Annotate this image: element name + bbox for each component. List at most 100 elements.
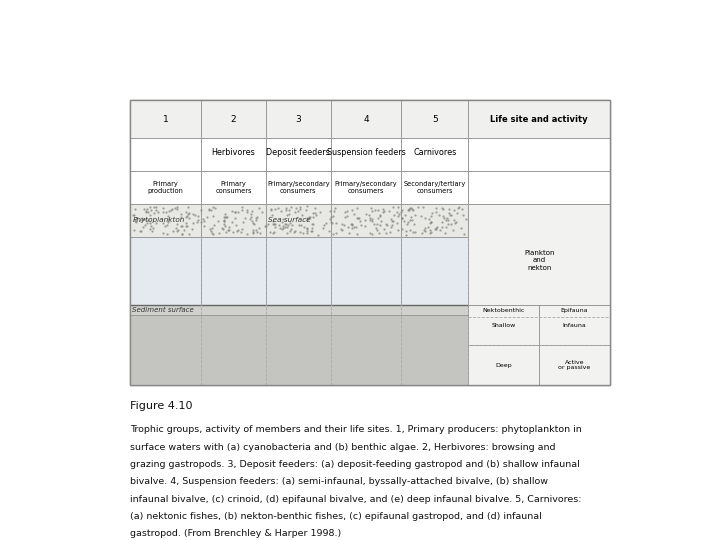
Point (272, 204, 284, 212)
Point (276, 218, 288, 227)
Point (383, 207, 395, 215)
Point (283, 221, 294, 230)
Point (150, 206, 162, 214)
Point (144, 211, 156, 219)
Point (302, 227, 313, 236)
Bar (201, 171, 266, 204)
Point (265, 205, 276, 214)
Text: bivalve. 4, Suspension feeders: (a) semi-infaunal, byssally-attached bivalve, (b: bivalve. 4, Suspension feeders: (a) semi… (130, 477, 548, 486)
Point (289, 228, 300, 237)
Point (233, 208, 244, 217)
Point (375, 217, 387, 225)
Point (213, 228, 225, 237)
Point (226, 207, 238, 215)
Point (247, 228, 258, 237)
Text: grazing gastropods. 3, Deposit feeders: (a) deposit-feeding gastropod and (b) sh: grazing gastropods. 3, Deposit feeders: … (130, 460, 580, 469)
Point (246, 207, 258, 215)
Point (389, 211, 400, 219)
Point (426, 217, 437, 226)
Point (366, 216, 377, 225)
Point (440, 228, 451, 237)
Point (431, 208, 442, 217)
Point (365, 204, 377, 213)
Point (427, 209, 438, 218)
Point (204, 204, 215, 213)
Point (219, 213, 230, 222)
Point (217, 224, 229, 233)
Point (326, 219, 338, 227)
Point (162, 214, 174, 223)
Point (158, 208, 169, 217)
Point (245, 213, 256, 221)
Point (301, 214, 312, 223)
Point (458, 230, 469, 239)
Point (284, 206, 295, 214)
Point (392, 203, 404, 212)
Point (371, 224, 382, 232)
Point (418, 226, 429, 234)
Point (372, 206, 384, 214)
Point (425, 228, 436, 237)
Point (130, 218, 142, 227)
Point (394, 210, 405, 218)
Point (300, 205, 312, 214)
Bar (401, 100, 469, 138)
Text: 1: 1 (163, 114, 168, 124)
Bar (130, 204, 201, 237)
Point (346, 221, 358, 230)
Point (148, 202, 160, 211)
Point (405, 204, 416, 212)
Point (405, 226, 416, 234)
Text: Phytoplankton: Phytoplankton (132, 218, 185, 224)
Point (348, 222, 360, 231)
Point (348, 210, 360, 218)
Point (305, 213, 316, 221)
Point (241, 230, 253, 238)
Point (138, 205, 150, 214)
Point (292, 207, 304, 216)
Bar (401, 315, 469, 385)
Point (267, 217, 279, 225)
Point (306, 227, 318, 235)
Point (187, 210, 199, 218)
Point (371, 226, 382, 234)
Point (378, 225, 390, 234)
Point (207, 202, 219, 211)
Point (436, 223, 447, 232)
Point (171, 224, 182, 232)
Point (419, 214, 431, 222)
Point (410, 228, 421, 237)
Text: Shallow: Shallow (492, 323, 516, 328)
Point (280, 204, 292, 212)
Point (307, 208, 319, 217)
Point (364, 211, 375, 219)
Bar (330, 204, 401, 237)
Point (301, 229, 312, 238)
Point (163, 212, 174, 220)
Point (268, 219, 279, 228)
Bar (330, 315, 401, 385)
Point (171, 205, 183, 213)
Point (269, 228, 280, 237)
Point (289, 207, 300, 216)
Point (460, 214, 472, 223)
Point (364, 216, 376, 225)
Point (130, 205, 141, 213)
Point (157, 228, 168, 237)
Bar (401, 138, 469, 171)
Bar (469, 345, 610, 385)
Point (254, 229, 266, 238)
Point (440, 215, 451, 224)
Point (150, 219, 162, 227)
Point (441, 214, 452, 222)
Point (144, 219, 156, 228)
Point (418, 202, 429, 211)
Point (409, 210, 420, 219)
Point (223, 226, 235, 235)
Point (161, 221, 173, 230)
Point (456, 205, 468, 213)
Point (305, 226, 317, 235)
Point (128, 211, 140, 219)
Bar (130, 305, 201, 315)
Point (198, 222, 210, 231)
